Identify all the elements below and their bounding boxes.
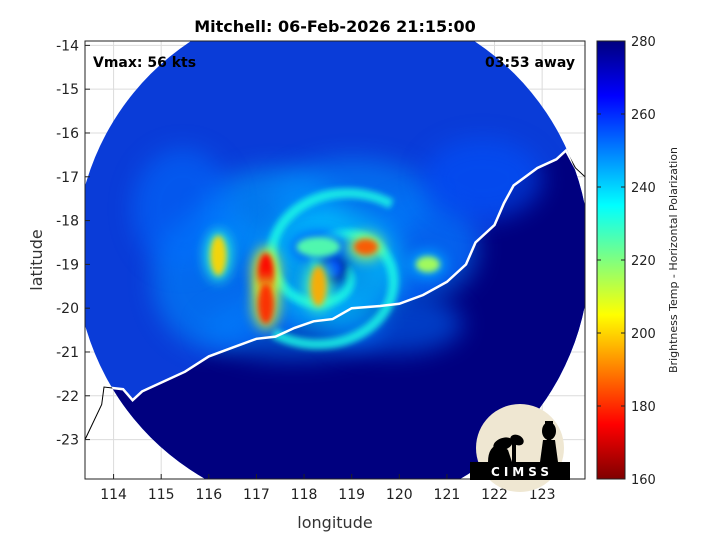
y-tick-label: -20 <box>56 301 79 317</box>
y-tick-label: -19 <box>56 257 79 273</box>
colorbar-tick-label: 240 <box>631 181 656 196</box>
y-tick-label: -16 <box>56 126 79 142</box>
x-tick-label: 118 <box>291 487 318 503</box>
y-tick-label: -23 <box>56 433 79 449</box>
feature-layer <box>204 229 446 330</box>
y-axis-label: latitude <box>27 229 46 290</box>
swath <box>85 41 585 479</box>
colorbar-gradient <box>596 40 626 480</box>
x-tick-label: 120 <box>386 487 413 503</box>
colorbar-tick-label: 260 <box>631 108 656 123</box>
cloud-patch <box>132 148 233 269</box>
convective-cell <box>415 256 440 273</box>
axes-frame <box>84 40 586 480</box>
x-tick-label: 121 <box>434 487 461 503</box>
convective-cell <box>310 266 327 307</box>
cimss-logo: CIMSS <box>470 404 570 492</box>
x-tick-label: 117 <box>243 487 270 503</box>
convective-cell <box>257 283 274 324</box>
x-tick-label: 114 <box>100 487 127 503</box>
spiral-band <box>266 188 394 309</box>
x-tick-label: 116 <box>195 487 222 503</box>
plot-area <box>85 41 585 479</box>
convective-cell <box>353 238 378 255</box>
logo-text: CIMSS <box>491 465 553 479</box>
colorbar-label: Brightness Temp - Horizontal Polarizatio… <box>667 147 680 373</box>
y-tick-label: -17 <box>56 170 79 186</box>
x-axis-label: longitude <box>297 513 372 532</box>
y-tick-label: -14 <box>56 38 79 54</box>
vmax-annotation: Vmax: 56 kts <box>93 55 196 71</box>
chart-title: Mitchell: 06-Feb-2026 21:15:00 <box>194 17 476 36</box>
convective-cell <box>296 236 341 257</box>
y-tick-label: -18 <box>56 214 79 230</box>
colorbar-tick-label: 220 <box>631 254 656 269</box>
coastline <box>85 148 585 441</box>
colorbar-ticks: 280 260 240 220 200 180 160 <box>597 35 656 488</box>
colorbar-tick-label: 160 <box>631 473 656 488</box>
convective-cell <box>210 235 227 276</box>
y-axis: -14 -15 -16 -17 -18 -19 -20 -21 -22 -23 <box>56 38 90 449</box>
x-tick-label: 123 <box>529 487 556 503</box>
colorbar-tick-label: 280 <box>631 35 656 50</box>
colorbar: 280 260 240 220 200 180 160 Brightness Temp - … <box>596 35 680 488</box>
x-tick-label: 122 <box>481 487 508 503</box>
y-tick-label: -22 <box>56 389 79 405</box>
colorbar-tick-label: 180 <box>631 400 656 415</box>
x-axis: 114 115 116 117 118 119 120 121 122 123 <box>100 474 556 503</box>
cloud-patch <box>422 138 543 219</box>
y-tick-label: -15 <box>56 82 79 98</box>
time-away-annotation: 03:53 away <box>485 55 575 71</box>
y-tick-label: -21 <box>56 345 79 361</box>
colorbar-tick-label: 200 <box>631 327 656 342</box>
x-tick-label: 115 <box>148 487 175 503</box>
x-tick-label: 119 <box>338 487 365 503</box>
